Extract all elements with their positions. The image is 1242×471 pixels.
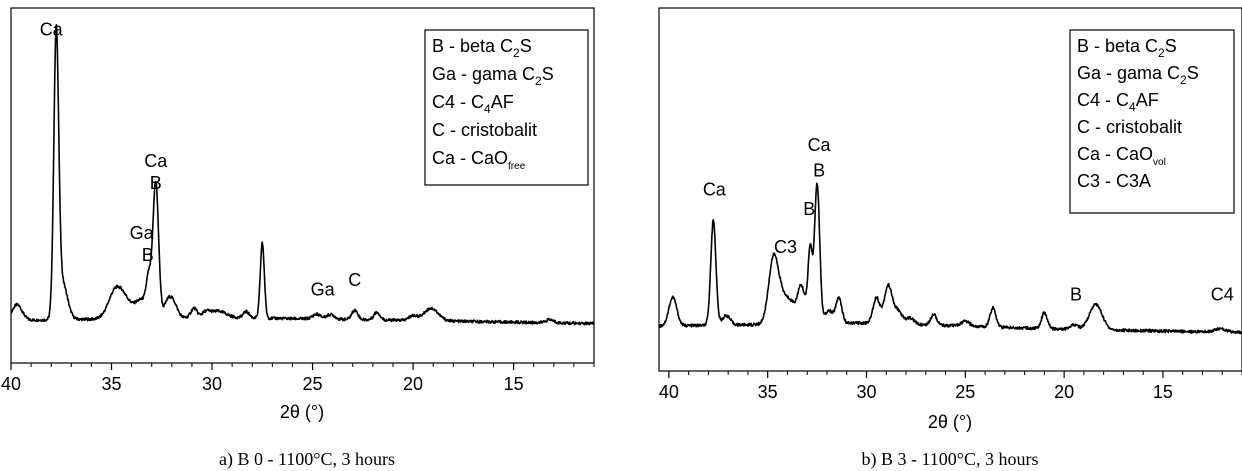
panel-b-x-tick-label: 20 bbox=[1054, 382, 1074, 402]
panel-a-peak-label: Ga bbox=[311, 279, 336, 299]
panel-b-diffraction-trace bbox=[659, 182, 1242, 335]
panel-b-peak-label: C3 bbox=[774, 237, 797, 257]
panel-a-peak-label: Ca bbox=[144, 151, 168, 171]
panel-b-peak-label: Ca bbox=[703, 180, 727, 200]
panel-b-x-tick-label: 15 bbox=[1153, 382, 1173, 402]
panel-b-x-tick-label: 40 bbox=[659, 382, 679, 402]
panel-a-frame bbox=[10, 7, 595, 364]
panel-a-legend-entry: C - cristobalit bbox=[432, 120, 537, 140]
panel-b-legend-entry: C3 - C3A bbox=[1077, 171, 1151, 191]
panel-a-peak-label: B bbox=[150, 173, 162, 193]
panel-b-legend-entry: B - beta C2S bbox=[1077, 36, 1177, 60]
panel-b-peak-label: B bbox=[1070, 285, 1082, 305]
panel-a-peak-label: Ca bbox=[40, 20, 64, 40]
panel-a-legend-entry: Ca - CaOfree bbox=[432, 148, 526, 172]
panel-b-legend-entry: Ca - CaOvol bbox=[1077, 144, 1166, 168]
panel-b-peak-label: B bbox=[803, 199, 815, 219]
panel-b-legend-box bbox=[1069, 29, 1235, 214]
panel-a-x-tick-label: 40 bbox=[1, 374, 21, 394]
panel-b-peak-label: C4 bbox=[1211, 285, 1234, 305]
panel-a-diffraction-trace bbox=[11, 23, 594, 326]
panel-a-peak-label: Ga bbox=[130, 223, 155, 243]
panel-b-x-axis-title: 2θ (°) bbox=[928, 412, 972, 432]
panel-a-x-tick-label: 20 bbox=[403, 374, 423, 394]
panel-a-legend-entry: C4 - C4AF bbox=[432, 92, 514, 116]
panel-a-x-tick-label: 25 bbox=[303, 374, 323, 394]
panel-b-x-axis-ticks: 40 35 30 25 20 15 bbox=[659, 371, 1242, 402]
panel-b-frame bbox=[658, 7, 1242, 372]
panel-b-legend: B - beta C2S Ga - gama C2S C4 - C4AF C - cr… bbox=[1069, 29, 1235, 214]
panel-b-legend-entry: C - cristobalit bbox=[1077, 117, 1182, 137]
panel-a-peak-label: B bbox=[142, 245, 154, 265]
panel-b-x-tick-label: 30 bbox=[856, 382, 876, 402]
panel-b-legend-entry: C4 - C4AF bbox=[1077, 90, 1159, 114]
panel-a-caption: a) B 0 - 1100°C, 3 hours bbox=[219, 449, 395, 470]
panel-b-legend-entry: Ga - gama C2S bbox=[1077, 63, 1199, 87]
panel-a-x-tick-label: 30 bbox=[202, 374, 222, 394]
panel-a-x-tick-label: 15 bbox=[504, 374, 524, 394]
panel-a-peak-label: C bbox=[348, 270, 361, 290]
panel-b-peak-label: B bbox=[813, 161, 825, 181]
panel-a-legend-box bbox=[424, 29, 589, 186]
panel-a-x-axis-title: 2θ (°) bbox=[280, 402, 324, 422]
panel-b-peak-label: Ca bbox=[808, 135, 832, 155]
panel-a-x-axis-ticks: 40 35 30 25 20 15 bbox=[1, 363, 595, 394]
panel-b-caption: b) B 3 - 1100°C, 3 hours bbox=[861, 449, 1038, 470]
panel-a-x-tick-label: 35 bbox=[102, 374, 122, 394]
panel-b-x-tick-label: 25 bbox=[955, 382, 975, 402]
panel-b-x-tick-label: 35 bbox=[758, 382, 778, 402]
panel-a-legend-entry: Ga - gama C2S bbox=[432, 64, 554, 88]
panel-a-legend-entry: B - beta C2S bbox=[432, 36, 532, 60]
panel-a-legend: B - beta C2S Ga - gama C2S C4 - C4AF C - cr… bbox=[424, 29, 589, 186]
